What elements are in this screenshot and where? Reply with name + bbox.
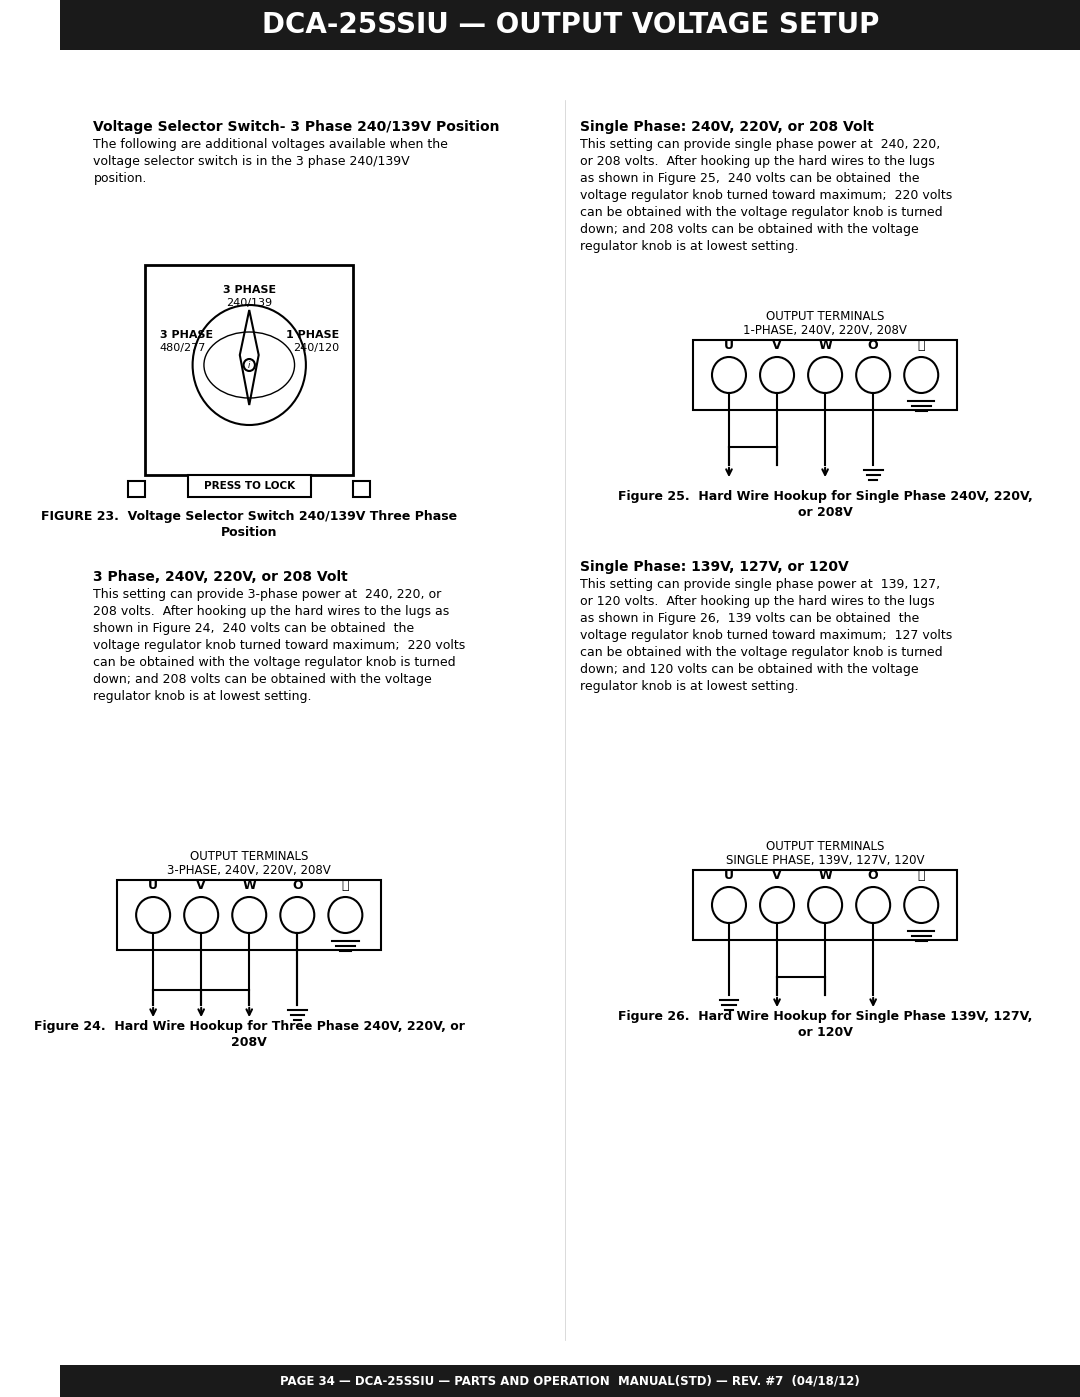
Text: Figure 26.  Hard Wire Hookup for Single Phase 139V, 127V,
or 120V: Figure 26. Hard Wire Hookup for Single P… [618,1010,1032,1039]
Text: This setting can provide single phase power at  139, 127,
or 120 volts.  After h: This setting can provide single phase po… [580,578,951,693]
FancyBboxPatch shape [693,870,957,940]
FancyBboxPatch shape [60,1365,1080,1397]
Text: 3-PHASE, 240V, 220V, 208V: 3-PHASE, 240V, 220V, 208V [167,863,332,877]
FancyBboxPatch shape [117,880,381,950]
FancyBboxPatch shape [129,481,146,497]
Text: 3 PHASE: 3 PHASE [160,330,213,339]
Text: PRESS TO LOCK: PRESS TO LOCK [204,481,295,490]
FancyBboxPatch shape [353,481,370,497]
Text: U: U [724,869,734,882]
Text: Figure 24.  Hard Wire Hookup for Three Phase 240V, 220V, or
208V: Figure 24. Hard Wire Hookup for Three Ph… [33,1020,464,1049]
Text: Voltage Selector Switch- 3 Phase 240/139V Position: Voltage Selector Switch- 3 Phase 240/139… [94,120,500,134]
Text: 3 PHASE: 3 PHASE [222,285,275,295]
Text: W: W [819,869,832,882]
FancyBboxPatch shape [146,265,353,475]
Text: Single Phase: 139V, 127V, or 120V: Single Phase: 139V, 127V, or 120V [580,560,849,574]
FancyBboxPatch shape [60,0,1080,50]
Text: O: O [868,339,878,352]
Text: SINGLE PHASE, 139V, 127V, 120V: SINGLE PHASE, 139V, 127V, 120V [726,854,924,868]
Text: W: W [819,339,832,352]
Text: 1 PHASE: 1 PHASE [286,330,339,339]
Text: 480/277: 480/277 [160,344,206,353]
Text: ⏚: ⏚ [341,879,349,893]
Text: 240/120: 240/120 [293,344,339,353]
Text: O: O [868,869,878,882]
Text: FIGURE 23.  Voltage Selector Switch 240/139V Three Phase
Position: FIGURE 23. Voltage Selector Switch 240/1… [41,510,457,539]
Text: The following are additional voltages available when the
voltage selector switch: The following are additional voltages av… [94,138,448,184]
Text: W: W [242,879,256,893]
Text: U: U [724,339,734,352]
Text: 240/139: 240/139 [226,298,272,307]
Text: Figure 25.  Hard Wire Hookup for Single Phase 240V, 220V,
or 208V: Figure 25. Hard Wire Hookup for Single P… [618,490,1032,520]
FancyBboxPatch shape [693,339,957,409]
Text: DCA-25SSIU — OUTPUT VOLTAGE SETUP: DCA-25SSIU — OUTPUT VOLTAGE SETUP [261,11,879,39]
FancyBboxPatch shape [188,475,311,497]
Text: ⏚: ⏚ [918,339,924,352]
Text: ⏚: ⏚ [918,869,924,882]
Text: U: U [148,879,158,893]
Text: i: i [248,360,251,369]
Text: PAGE 34 — DCA-25SSIU — PARTS AND OPERATION  MANUAL(STD) — REV. #7  (04/18/12): PAGE 34 — DCA-25SSIU — PARTS AND OPERATI… [281,1375,860,1387]
Text: V: V [772,869,782,882]
Text: V: V [772,339,782,352]
Text: 3 Phase, 240V, 220V, or 208 Volt: 3 Phase, 240V, 220V, or 208 Volt [94,570,348,584]
Text: O: O [292,879,302,893]
Text: OUTPUT TERMINALS: OUTPUT TERMINALS [766,840,885,854]
Text: OUTPUT TERMINALS: OUTPUT TERMINALS [190,849,309,863]
Text: Single Phase: 240V, 220V, or 208 Volt: Single Phase: 240V, 220V, or 208 Volt [580,120,874,134]
Text: 1-PHASE, 240V, 220V, 208V: 1-PHASE, 240V, 220V, 208V [743,324,907,337]
Text: OUTPUT TERMINALS: OUTPUT TERMINALS [766,310,885,323]
Text: This setting can provide single phase power at  240, 220,
or 208 volts.  After h: This setting can provide single phase po… [580,138,951,253]
Text: This setting can provide 3-phase power at  240, 220, or
208 volts.  After hookin: This setting can provide 3-phase power a… [94,588,465,703]
Text: V: V [197,879,206,893]
